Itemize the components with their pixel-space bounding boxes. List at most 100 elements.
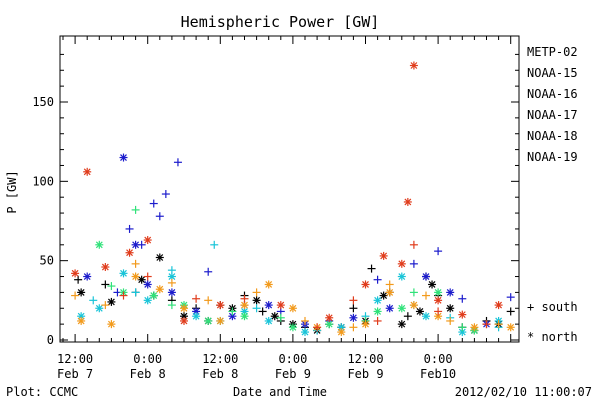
north-point bbox=[385, 288, 394, 297]
south-point bbox=[434, 247, 443, 256]
north-point bbox=[216, 301, 225, 310]
y-axis-label: P [GW] bbox=[5, 170, 19, 213]
north-point bbox=[240, 312, 249, 321]
north-point bbox=[458, 310, 467, 319]
footer-left: Plot: CCMC bbox=[6, 385, 78, 399]
south-point bbox=[367, 264, 376, 273]
north-point bbox=[397, 272, 406, 281]
south-point bbox=[446, 316, 455, 325]
south-point bbox=[276, 313, 285, 322]
north-point bbox=[125, 248, 134, 257]
north-point bbox=[428, 280, 437, 289]
north-point bbox=[446, 304, 455, 313]
north-point bbox=[71, 269, 80, 278]
north-point bbox=[506, 323, 515, 332]
north-point bbox=[119, 153, 128, 162]
north-point bbox=[204, 316, 213, 325]
north-point bbox=[276, 301, 285, 310]
south-point bbox=[494, 320, 503, 329]
south-point bbox=[458, 323, 467, 332]
north-point bbox=[434, 296, 443, 305]
south-point bbox=[349, 323, 358, 332]
south-point bbox=[228, 307, 237, 316]
north-point bbox=[373, 296, 382, 305]
south-point bbox=[385, 280, 394, 289]
south-point bbox=[409, 240, 418, 249]
data-points bbox=[71, 61, 515, 337]
north-point bbox=[264, 316, 273, 325]
south-point bbox=[373, 275, 382, 284]
south-point bbox=[313, 323, 322, 332]
south-point bbox=[107, 282, 116, 291]
x-tick-label-time: 0:00 bbox=[133, 352, 162, 366]
south-point bbox=[349, 296, 358, 305]
north-point bbox=[167, 288, 176, 297]
north-point bbox=[216, 316, 225, 325]
x-tick-label-date: Feb 8 bbox=[130, 367, 166, 381]
north-point bbox=[101, 263, 110, 272]
north-point bbox=[270, 312, 279, 321]
north-point bbox=[83, 272, 92, 281]
north-point bbox=[434, 288, 443, 297]
x-tick-label-time: 12:00 bbox=[347, 352, 383, 366]
y-tick-label: 0 bbox=[47, 333, 54, 347]
y-axis: 0 50 100 150 bbox=[32, 53, 519, 347]
north-point bbox=[180, 304, 188, 313]
north-point bbox=[361, 280, 370, 289]
south-point bbox=[131, 288, 140, 297]
north-point bbox=[149, 291, 158, 300]
north-point bbox=[83, 167, 92, 176]
south-point bbox=[143, 272, 152, 281]
north-point bbox=[349, 313, 358, 322]
south-point bbox=[506, 307, 515, 316]
south-point bbox=[131, 205, 140, 214]
legend: METP-02 NOAA-15 NOAA-16 NOAA-17 NOAA-18 NOAA-… bbox=[527, 45, 578, 164]
north-point bbox=[422, 312, 430, 321]
north-point bbox=[288, 304, 297, 313]
x-tick-label-date: Feb 9 bbox=[347, 367, 383, 381]
south-point bbox=[167, 301, 176, 310]
marker-legend-entry: + south bbox=[527, 300, 578, 314]
south-point bbox=[71, 291, 80, 300]
south-point bbox=[149, 199, 158, 208]
north-point bbox=[397, 320, 406, 329]
x-tick-label-date: Feb 9 bbox=[275, 367, 311, 381]
south-point bbox=[422, 291, 430, 300]
north-point bbox=[143, 280, 152, 289]
south-point bbox=[101, 280, 110, 289]
y-tick-label: 50 bbox=[40, 254, 54, 268]
north-point bbox=[288, 323, 297, 332]
south-point bbox=[373, 316, 382, 325]
south-point bbox=[506, 293, 515, 302]
legend-entry: NOAA-17 bbox=[527, 108, 578, 122]
x-tick-label-time: 0:00 bbox=[424, 352, 453, 366]
north-point bbox=[379, 251, 388, 260]
north-point bbox=[264, 280, 273, 289]
south-point bbox=[252, 288, 261, 297]
north-point bbox=[397, 259, 406, 268]
north-point bbox=[403, 197, 412, 206]
north-point bbox=[361, 320, 370, 329]
north-point bbox=[107, 297, 116, 306]
north-point bbox=[95, 240, 104, 249]
x-axis-label: Date and Time bbox=[233, 385, 327, 399]
south-point bbox=[125, 224, 134, 233]
north-point bbox=[77, 316, 86, 325]
x-tick-label-date: Feb 8 bbox=[202, 367, 238, 381]
south-point bbox=[173, 158, 182, 167]
legend-entry: METP-02 bbox=[527, 45, 578, 59]
north-point bbox=[119, 269, 128, 278]
south-point bbox=[74, 275, 83, 284]
south-point bbox=[409, 259, 418, 268]
north-point bbox=[379, 291, 388, 300]
north-point bbox=[95, 304, 104, 313]
south-point bbox=[131, 259, 140, 268]
south-point bbox=[409, 288, 418, 297]
north-point bbox=[494, 301, 503, 310]
north-point bbox=[252, 296, 261, 305]
south-point bbox=[167, 278, 176, 287]
north-point bbox=[385, 304, 394, 313]
south-point bbox=[258, 307, 267, 316]
marker-legend-entry: * north bbox=[527, 330, 578, 344]
north-point bbox=[337, 328, 346, 337]
